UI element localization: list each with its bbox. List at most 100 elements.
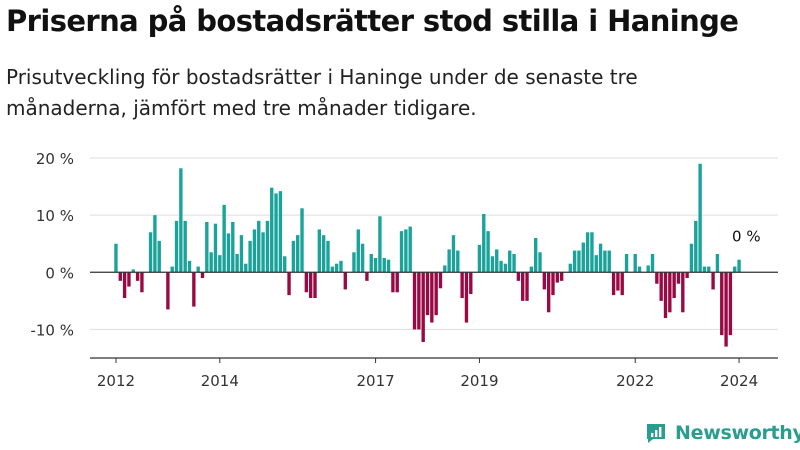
bar bbox=[287, 272, 291, 296]
bar bbox=[317, 229, 322, 273]
bar bbox=[529, 266, 534, 273]
bar bbox=[313, 272, 317, 298]
bar bbox=[140, 272, 144, 293]
bar bbox=[698, 163, 702, 273]
bar bbox=[499, 260, 503, 273]
bar bbox=[196, 266, 200, 273]
x-tick-label: 2024 bbox=[720, 372, 758, 390]
brand-name: Newsworthy bbox=[675, 422, 800, 444]
x-tick-label: 2017 bbox=[356, 372, 394, 390]
bar bbox=[559, 272, 564, 281]
bar bbox=[404, 229, 408, 273]
bar bbox=[261, 232, 265, 273]
bar bbox=[365, 272, 369, 281]
bar bbox=[200, 272, 205, 278]
bar bbox=[685, 272, 689, 278]
bar bbox=[308, 272, 313, 298]
bar bbox=[417, 272, 421, 330]
bar bbox=[663, 272, 668, 318]
bar bbox=[668, 272, 672, 313]
bar bbox=[408, 226, 412, 273]
bar bbox=[577, 250, 581, 273]
bar bbox=[382, 258, 386, 273]
bar bbox=[611, 272, 616, 296]
bar bbox=[637, 266, 642, 273]
bar bbox=[304, 272, 309, 293]
bar bbox=[659, 272, 663, 301]
bar bbox=[356, 229, 360, 273]
bar bbox=[624, 254, 629, 273]
bar bbox=[231, 222, 235, 273]
bar bbox=[715, 254, 720, 273]
bar bbox=[724, 272, 728, 347]
bar bbox=[503, 263, 508, 273]
bar bbox=[252, 229, 257, 273]
bar bbox=[594, 255, 598, 273]
y-tick-label: -10 % bbox=[30, 321, 74, 339]
bar bbox=[239, 235, 244, 273]
bar bbox=[633, 254, 637, 273]
bar bbox=[360, 243, 365, 273]
bar bbox=[707, 266, 711, 273]
bar bbox=[538, 252, 542, 273]
bar bbox=[300, 208, 304, 273]
bar bbox=[352, 252, 356, 273]
bar bbox=[486, 231, 490, 273]
chart-title: Priserna på bostadsrätter stod stilla i … bbox=[6, 4, 739, 38]
bar bbox=[555, 272, 560, 283]
bar bbox=[257, 220, 261, 273]
bar bbox=[490, 256, 495, 273]
bar bbox=[646, 265, 650, 273]
bar bbox=[469, 272, 473, 294]
bar bbox=[179, 168, 183, 273]
bar bbox=[464, 272, 469, 323]
bar bbox=[512, 254, 516, 273]
x-tick-label: 2019 bbox=[460, 372, 498, 390]
bar bbox=[421, 272, 425, 342]
bar bbox=[447, 249, 451, 273]
bar bbox=[546, 272, 551, 313]
bar bbox=[581, 242, 585, 273]
bar bbox=[326, 240, 330, 273]
bar bbox=[274, 193, 278, 273]
bar bbox=[495, 249, 499, 273]
y-tick-label: 20 % bbox=[36, 150, 74, 168]
bar bbox=[568, 263, 572, 273]
bar bbox=[681, 272, 685, 313]
bar bbox=[620, 272, 624, 296]
bar bbox=[399, 231, 404, 273]
bar bbox=[572, 250, 577, 273]
bar bbox=[516, 272, 521, 281]
value-annotation: 0 % bbox=[732, 227, 761, 245]
bar bbox=[395, 272, 399, 293]
bar bbox=[296, 235, 300, 273]
bar bbox=[248, 240, 252, 273]
bar bbox=[438, 272, 443, 289]
bar bbox=[533, 238, 538, 273]
bar bbox=[460, 272, 464, 298]
bar bbox=[321, 235, 326, 273]
bar bbox=[728, 272, 733, 336]
bar bbox=[694, 220, 698, 273]
bar bbox=[598, 243, 603, 273]
x-tick-label: 2022 bbox=[616, 372, 654, 390]
bar bbox=[265, 220, 270, 273]
bar bbox=[542, 272, 547, 290]
bar bbox=[213, 223, 218, 273]
bar bbox=[122, 272, 127, 298]
bar bbox=[343, 272, 347, 290]
bar bbox=[170, 266, 174, 273]
bar bbox=[676, 272, 681, 284]
bar bbox=[525, 272, 529, 301]
bar bbox=[720, 272, 724, 336]
bar bbox=[218, 255, 222, 273]
bar bbox=[702, 266, 707, 273]
bar bbox=[655, 272, 659, 284]
bar bbox=[114, 243, 118, 273]
x-tick-label: 2012 bbox=[97, 372, 135, 390]
bar bbox=[183, 220, 187, 273]
bar bbox=[378, 216, 382, 273]
bar bbox=[521, 272, 525, 301]
bar bbox=[616, 272, 620, 291]
bar bbox=[482, 214, 486, 273]
